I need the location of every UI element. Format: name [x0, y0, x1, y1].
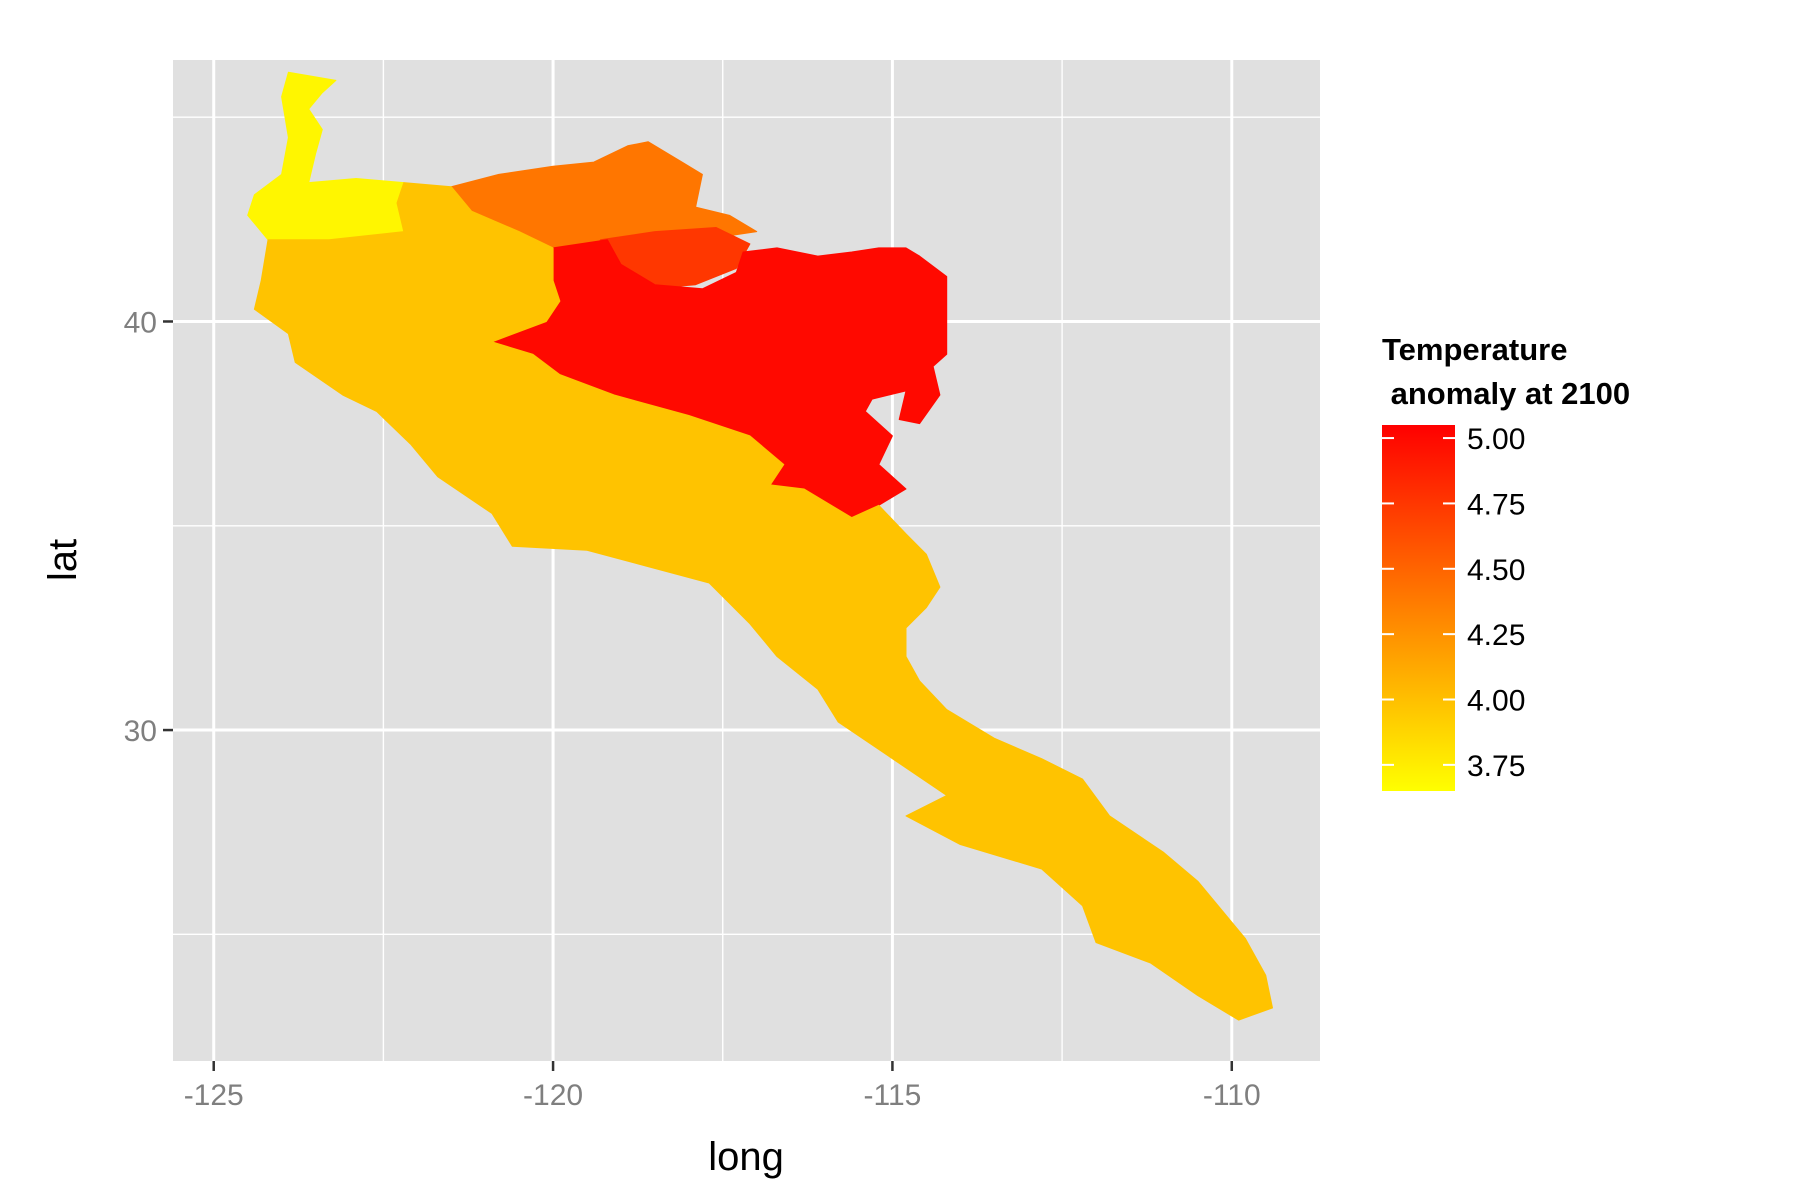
- y-tick-label: 30: [124, 715, 157, 748]
- y-axis: 30 40: [124, 306, 173, 748]
- x-tick-label: -110: [1203, 1079, 1261, 1112]
- x-axis-title: long: [708, 1135, 784, 1179]
- legend-label: 3.75: [1467, 750, 1525, 783]
- legend: Temperature anomaly at 2100 3.75 4.00 4.25…: [1382, 332, 1630, 791]
- legend-title-line-1: Temperature: [1382, 332, 1568, 367]
- x-tick-label: -120: [523, 1079, 583, 1112]
- y-axis-title: lat: [41, 539, 85, 581]
- legend-title-line-2: anomaly at 2100: [1382, 376, 1630, 411]
- legend-label: 4.75: [1467, 488, 1525, 521]
- x-tick-label: -125: [184, 1079, 244, 1112]
- y-tick-label: 40: [124, 306, 157, 339]
- x-tick-label: -115: [864, 1079, 922, 1112]
- legend-label: 4.25: [1467, 619, 1525, 652]
- legend-label: 4.50: [1467, 554, 1525, 587]
- x-axis: -125 -120 -115 -110: [184, 1061, 1261, 1112]
- legend-colorbar: [1382, 425, 1455, 791]
- legend-label: 4.00: [1467, 685, 1525, 718]
- legend-label: 5.00: [1467, 423, 1525, 456]
